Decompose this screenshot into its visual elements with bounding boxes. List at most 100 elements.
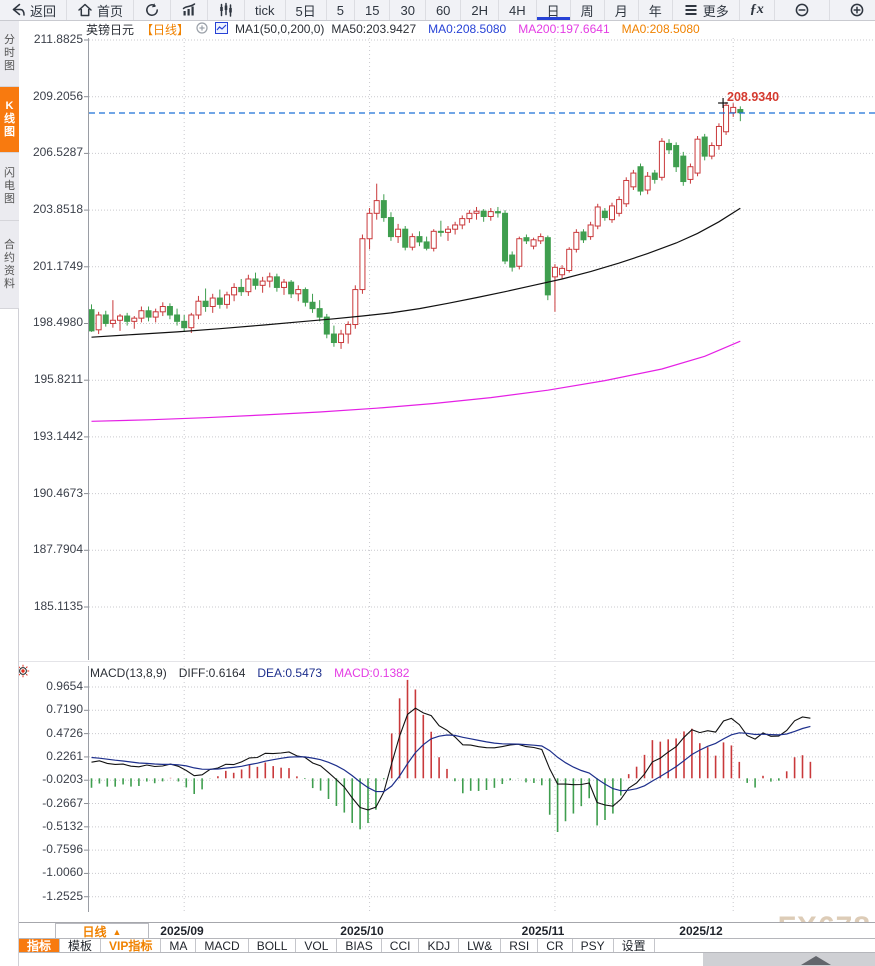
period-5day-button[interactable]: 5日 <box>286 0 327 20</box>
period-day-button[interactable]: 日 <box>537 0 571 20</box>
sidebar-tab-char: 图 <box>4 126 15 138</box>
sidebar-tab-char: 图 <box>4 193 15 205</box>
indicator-tab-12[interactable]: RSI <box>501 939 539 953</box>
crosshair-marker <box>718 98 729 108</box>
price-tick-10: 187.7904 <box>32 542 83 556</box>
period-60min-button[interactable]: 60 <box>426 0 462 20</box>
price-tick-6: 198.4980 <box>32 315 83 329</box>
sidebar-tab-char: 闪 <box>4 167 15 179</box>
macd-header: MACD(13,8,9) DIFF:0.6164 DEA:0.5473 MACD… <box>90 665 409 680</box>
home-button[interactable]: 首页 <box>67 0 135 20</box>
period-5min-button[interactable]: 5 <box>327 0 355 20</box>
period-60min-button-label: 60 <box>435 2 451 18</box>
period-selector[interactable]: 日线 ▲ <box>55 923 149 940</box>
candle-chart-type-button[interactable] <box>208 0 246 20</box>
price-tick-7: 195.8211 <box>33 372 83 386</box>
symbol-period-tag: 【日线】 <box>141 22 190 37</box>
indicator-tab-1[interactable]: 指标 <box>19 939 61 953</box>
zoom-out-button[interactable] <box>775 0 830 20</box>
bar-chart-type-button[interactable] <box>171 0 209 20</box>
indicator-tab-9[interactable]: CCI <box>382 939 420 953</box>
indicator-tab-6[interactable]: BOLL <box>249 939 297 953</box>
period-week-button[interactable]: 周 <box>571 0 605 20</box>
symbol-header: 英镑日元 【日线】 MA1(50,0,200,0) MA50:203.9427 M… <box>86 21 700 37</box>
indicator-tab-5[interactable]: MACD <box>196 939 249 953</box>
sidebar-tab-char: 约 <box>4 251 15 264</box>
home-button-label: 首页 <box>97 3 124 19</box>
indicator-settings-icon[interactable] <box>16 664 30 683</box>
sidebar-tab-char: 合 <box>4 238 15 251</box>
macd-tick-4: 0.2261 <box>46 749 83 763</box>
macd-plot-area[interactable] <box>89 666 875 914</box>
sidebar-tab-char: 料 <box>4 277 15 290</box>
period-15min-button-label: 15 <box>365 2 380 18</box>
macd-tick-7: -0.5132 <box>42 819 83 833</box>
indicator-fx-button[interactable]: ƒx <box>740 0 775 20</box>
price-tick-2: 209.2056 <box>32 89 83 103</box>
period-tick-button[interactable]: tick <box>245 0 286 20</box>
macd-tick-5: -0.0203 <box>42 772 83 786</box>
ma-value-4: MA0:208.5080 <box>621 22 700 36</box>
grid-layer <box>19 38 875 912</box>
home-icon <box>77 2 93 18</box>
period-year-button[interactable]: 年 <box>639 0 673 20</box>
menu-icon <box>683 2 699 18</box>
period-day-button-label: 日 <box>546 3 560 19</box>
price-tick-8: 193.1442 <box>32 429 83 443</box>
indicator-tab-15[interactable]: 设置 <box>614 939 655 953</box>
sidebar-tab-3[interactable]: 闪电图 <box>0 153 19 221</box>
indicator-tab-7[interactable]: VOL <box>296 939 338 953</box>
ma-value-1: MA50:203.9427 <box>331 22 417 36</box>
period-4h-button-label: 4H <box>509 2 526 18</box>
macd-dea-line <box>91 725 811 793</box>
indicator-tab-14[interactable]: PSY <box>573 939 614 953</box>
indicator-tab-10[interactable]: KDJ <box>419 939 460 953</box>
period-week-button-label: 周 <box>580 3 594 19</box>
indicator-tab-3[interactable]: VIP指标 <box>101 939 162 953</box>
refresh-button[interactable] <box>134 0 172 20</box>
sidebar-tab-1[interactable]: 分时图 <box>0 21 19 87</box>
bottom-scrollbar[interactable] <box>703 952 875 966</box>
more-button-label: 更多 <box>702 3 729 19</box>
period-selector-arrow-icon: ▲ <box>112 926 122 937</box>
period-tick-button-label: tick <box>255 2 275 18</box>
symbol-name: 英镑日元 <box>86 22 135 37</box>
price-tick-9: 190.4673 <box>32 486 83 500</box>
indicator-tab-8[interactable]: BIAS <box>337 939 382 953</box>
mini-chart-icon[interactable] <box>215 21 229 37</box>
refresh-icon <box>144 2 160 18</box>
indicator-tab-11[interactable]: LW& <box>459 939 502 953</box>
sidebar-tab-char: K <box>5 100 14 112</box>
macd-tick-1: 0.9654 <box>46 679 83 693</box>
period-30min-button[interactable]: 30 <box>390 0 426 20</box>
indicator-tab-bar: 指标 模板 VIP指标 MA MACD BOLL VOL BIAS CCI KDJ LW& RSI CR… <box>19 938 875 953</box>
period-4h-button[interactable]: 4H <box>499 0 537 20</box>
ma-values: MA50:203.9427 MA0:208.5080 MA200:197.6641 M… <box>331 22 699 36</box>
macd-tick-8: -0.7596 <box>42 842 83 856</box>
period-15min-button[interactable]: 15 <box>355 0 391 20</box>
period-month-button[interactable]: 月 <box>605 0 639 20</box>
indicator-tab-4[interactable]: MA <box>161 939 197 953</box>
sidebar-tab-char: 电 <box>4 180 15 192</box>
main-plot-area[interactable] <box>89 38 875 660</box>
sidebar-tab-char: 资 <box>4 264 15 277</box>
zoom-in-button[interactable] <box>830 0 875 20</box>
scroll-up-arrow-icon[interactable] <box>801 956 831 965</box>
indicator-tab-13[interactable]: CR <box>538 939 573 953</box>
indicator-tab-2[interactable]: 模板 <box>60 939 102 953</box>
period-2h-button-label: 2H <box>471 2 489 18</box>
date-tick-4: 2025/12 <box>679 924 723 938</box>
macd-tick-6: -0.2667 <box>42 796 83 810</box>
macd-layer <box>90 679 812 832</box>
back-button[interactable]: 返回 <box>0 0 68 20</box>
period-5day-button-label: 5日 <box>295 3 316 19</box>
more-button[interactable]: 更多 <box>673 0 740 20</box>
zoom-out-icon <box>794 2 810 18</box>
add-indicator-icon[interactable] <box>196 21 208 37</box>
sidebar-tab-char: 分 <box>4 34 15 46</box>
period-2h-button[interactable]: 2H <box>461 0 500 20</box>
sidebar-tab-4[interactable]: 合约资料 <box>0 221 19 309</box>
candles-icon <box>218 2 234 18</box>
ma-value-2: MA0:208.5080 <box>428 22 507 36</box>
